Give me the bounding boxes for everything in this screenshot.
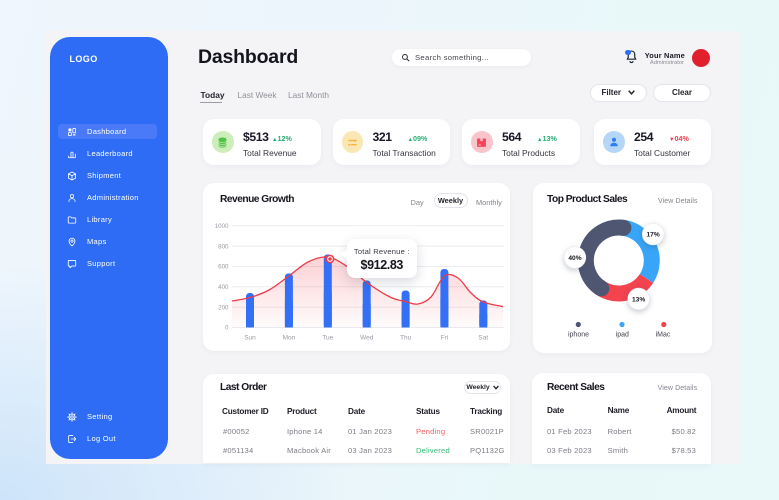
svg-text:Mon: Mon (283, 335, 296, 342)
svg-text:17%: 17% (646, 232, 659, 239)
svg-text:iMac: iMac (656, 332, 671, 339)
svg-text:40%: 40% (568, 255, 581, 262)
svg-text:Sat: Sat (478, 335, 488, 342)
svg-text:ipad: ipad (616, 332, 629, 339)
svg-text:iphone: iphone (568, 332, 589, 339)
svg-text:Wed: Wed (360, 335, 374, 342)
svg-text:13%: 13% (632, 296, 645, 303)
svg-text:600: 600 (218, 264, 229, 271)
svg-text:Fri: Fri (441, 335, 449, 342)
svg-text:Sun: Sun (244, 335, 256, 342)
svg-text:800: 800 (218, 243, 229, 250)
svg-text:0: 0 (225, 325, 229, 332)
svg-text:Tue: Tue (322, 335, 333, 342)
svg-text:1000: 1000 (215, 223, 229, 230)
svg-text:200: 200 (218, 304, 229, 311)
svg-text:Thu: Thu (400, 335, 412, 342)
svg-text:400: 400 (218, 284, 229, 291)
